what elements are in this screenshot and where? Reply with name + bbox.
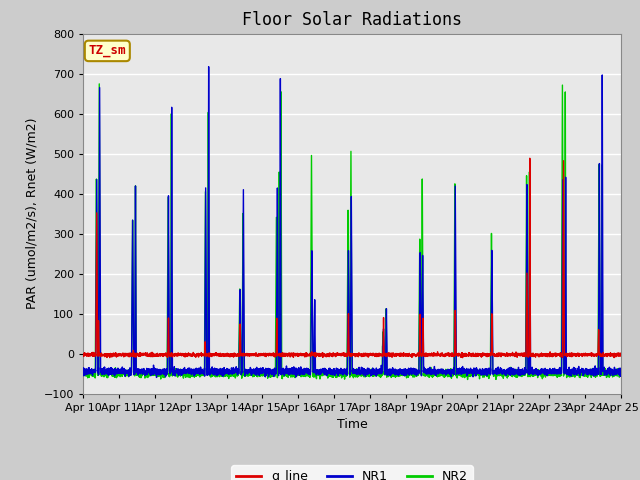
NR1 — [617, 370, 625, 376]
NR2 — [176, 372, 184, 377]
Title: Floor Solar Radiations: Floor Solar Radiations — [242, 11, 462, 29]
q_line — [616, 353, 624, 359]
q_line — [472, 352, 480, 358]
Line: NR2: NR2 — [83, 84, 621, 380]
NR2 — [464, 377, 472, 383]
q_line — [443, 352, 451, 358]
NR2 — [473, 370, 481, 375]
Line: NR1: NR1 — [83, 67, 621, 377]
NR2 — [95, 81, 103, 87]
NR2 — [617, 369, 625, 375]
X-axis label: Time: Time — [337, 418, 367, 431]
q_line — [459, 355, 467, 360]
NR1 — [332, 369, 340, 374]
q_line — [79, 352, 87, 358]
q_line — [176, 351, 184, 357]
NR1 — [153, 374, 161, 380]
q_line — [503, 350, 511, 356]
NR2 — [503, 369, 511, 375]
Text: TZ_sm: TZ_sm — [88, 44, 126, 58]
NR1 — [616, 366, 624, 372]
Legend: q_line, NR1, NR2: q_line, NR1, NR2 — [231, 465, 473, 480]
NR2 — [616, 370, 624, 376]
q_line — [526, 156, 534, 161]
NR1 — [473, 365, 481, 371]
Line: q_line: q_line — [83, 158, 621, 358]
q_line — [617, 352, 625, 358]
NR1 — [443, 371, 451, 377]
NR2 — [332, 374, 340, 380]
NR1 — [205, 64, 212, 70]
NR1 — [79, 365, 87, 371]
Y-axis label: PAR (umol/m2/s), Rnet (W/m2): PAR (umol/m2/s), Rnet (W/m2) — [25, 118, 38, 309]
NR2 — [79, 374, 87, 380]
NR2 — [443, 371, 451, 377]
NR1 — [503, 370, 511, 376]
NR1 — [176, 371, 184, 376]
q_line — [332, 353, 340, 359]
